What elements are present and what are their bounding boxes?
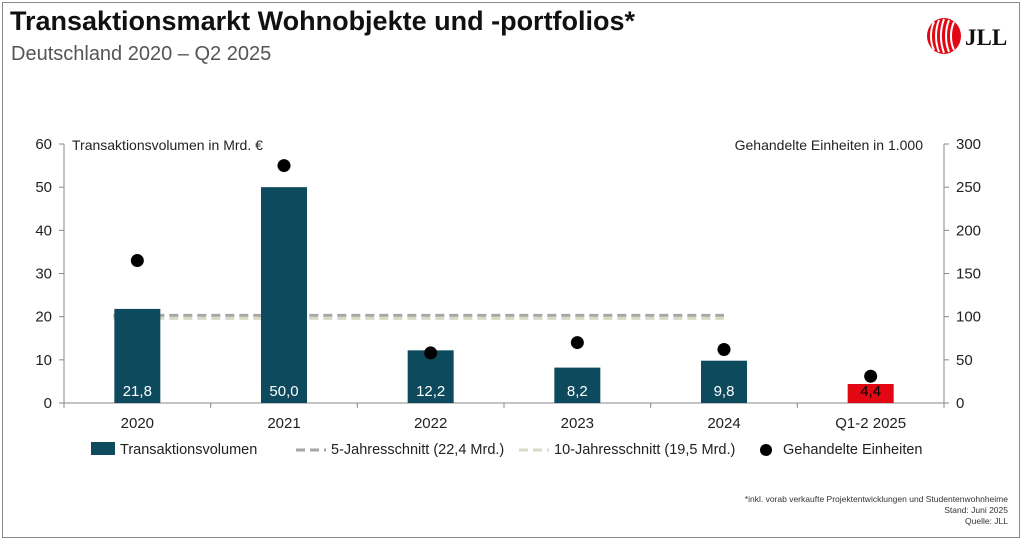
legend-swatch-units — [760, 444, 772, 456]
bar — [701, 360, 747, 403]
y-right-tick-label: 100 — [956, 309, 981, 326]
axes: 0 10 20 30 40 50 60 0 50 100 150 200 250 300 2020 2021 2… — [35, 136, 981, 432]
x-tick-label: 2021 — [267, 415, 300, 432]
legend-label-five-year: 5-Jahresschnitt (22,4 Mrd.) — [331, 442, 504, 458]
units-dots — [130, 159, 878, 383]
jll-logo-mark — [927, 18, 961, 54]
x-tick-label: 2020 — [121, 415, 154, 432]
units-dot — [717, 342, 731, 356]
bar-value-label: 8,2 — [567, 383, 588, 400]
y-axis-right-title: Gehandelte Einheiten in 1.000 — [735, 137, 924, 153]
source-text: Quelle: JLL — [965, 516, 1008, 526]
y-left-tick-label: 30 — [35, 266, 52, 283]
y-left-tick-label: 20 — [35, 309, 52, 326]
y-left-tick-label: 60 — [35, 136, 52, 153]
legend: Transaktionsvolumen 5-Jahresschnitt (22,4… — [91, 442, 922, 458]
bar — [847, 384, 894, 403]
y-right-tick-label: 250 — [956, 179, 981, 196]
y-axis-left-title: Transaktionsvolumen in Mrd. € — [72, 137, 263, 153]
y-left-tick-label: 10 — [35, 352, 52, 369]
y-right-tick-label: 300 — [956, 136, 981, 153]
jll-logo-text: JLL — [965, 25, 1007, 50]
y-right-tick-label: 200 — [956, 222, 981, 239]
bar-value-label: 9,8 — [714, 383, 735, 400]
legend-label-ten-year: 10-Jahresschnitt (19,5 Mrd.) — [554, 442, 735, 458]
legend-label-units: Gehandelte Einheiten — [783, 442, 922, 458]
y-right-tick-label: 150 — [956, 266, 981, 283]
units-dot — [130, 254, 144, 268]
units-dot — [424, 346, 438, 360]
bar-value-label: 12,2 — [416, 383, 445, 400]
y-right-tick-label: 50 — [956, 352, 973, 369]
x-tick-label: Q1-2 2025 — [835, 415, 906, 432]
y-left-tick-label: 0 — [44, 395, 52, 412]
bars: 21,8 50,0 12,2 8,2 9,8 4,4 — [114, 187, 894, 403]
bar — [554, 367, 601, 403]
bar-value-label: 21,8 — [123, 383, 152, 400]
units-dot — [570, 336, 584, 350]
chart-title: Transaktionsmarkt Wohnobjekte und -portf… — [10, 6, 636, 36]
units-dot — [277, 159, 291, 173]
y-left-tick-label: 50 — [35, 179, 52, 196]
stand-text: Stand: Juni 2025 — [944, 505, 1008, 515]
legend-swatch-volume — [91, 442, 115, 455]
footnote-text: *inkl. vorab verkaufte Projektentwicklun… — [744, 494, 1008, 504]
x-tick-label: 2023 — [561, 415, 594, 432]
units-dot — [864, 369, 878, 383]
jll-logo: JLL — [927, 18, 1007, 54]
legend-label-volume: Transaktionsvolumen — [120, 442, 257, 458]
x-tick-label: 2022 — [414, 415, 447, 432]
y-left-tick-label: 40 — [35, 222, 52, 239]
bar-value-label: 50,0 — [269, 383, 298, 400]
footnotes: *inkl. vorab verkaufte Projektentwicklun… — [745, 494, 1008, 527]
chart-subtitle: Deutschland 2020 – Q2 2025 — [11, 43, 272, 65]
bar — [261, 187, 307, 403]
bar-value-label: 4,4 — [860, 383, 881, 400]
x-tick-label: 2024 — [707, 415, 740, 432]
bar — [114, 308, 161, 403]
average-lines — [113, 313, 724, 320]
y-right-tick-label: 0 — [956, 395, 964, 412]
